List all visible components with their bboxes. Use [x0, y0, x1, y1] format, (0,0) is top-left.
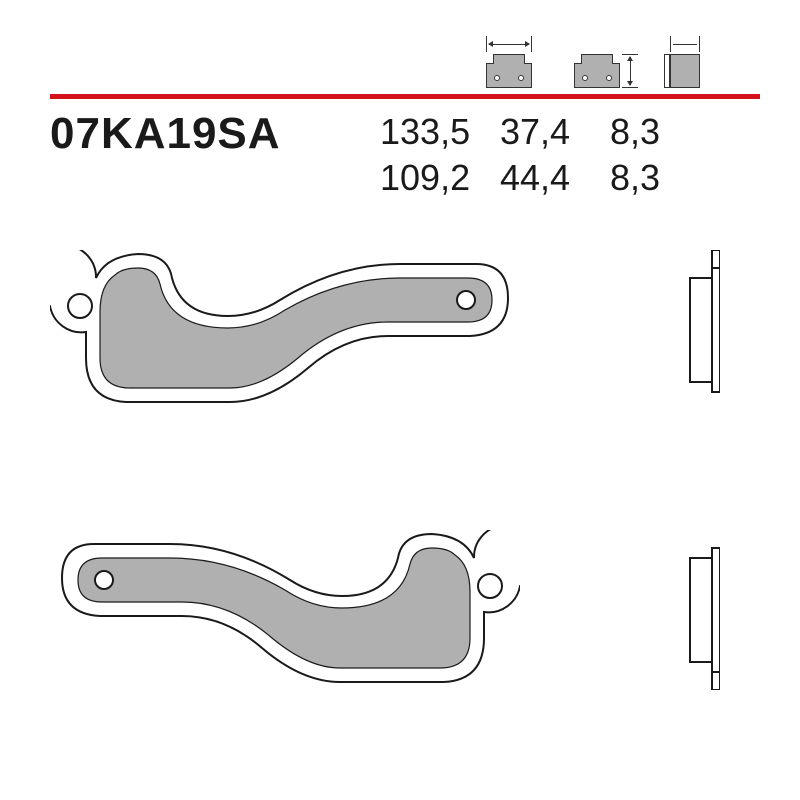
brake-pad-bottom-row	[40, 490, 760, 750]
legend-height-icon	[562, 20, 632, 90]
dimensions-table: 133,5 37,4 8,3 109,2 44,4 8,3	[380, 109, 690, 199]
pad1-width: 133,5	[380, 111, 500, 153]
pad1-height: 37,4	[500, 111, 610, 153]
legend-thickness-icon	[650, 20, 720, 90]
brake-pad-top-front	[50, 250, 520, 410]
pad2-width: 109,2	[380, 157, 500, 199]
pad2-height: 44,4	[500, 157, 610, 199]
brake-pad-bottom-front	[50, 530, 520, 690]
brake-pad-top-row	[40, 230, 760, 490]
pad1-thickness: 8,3	[610, 111, 690, 153]
part-number: 07KA19SA	[50, 109, 380, 159]
divider-line	[50, 94, 760, 99]
dimension-legend	[50, 20, 760, 90]
brake-pad-bottom-side	[664, 530, 720, 690]
pad2-thickness: 8,3	[610, 157, 690, 199]
brake-pad-top-side	[664, 250, 720, 410]
legend-width-icon	[474, 20, 544, 90]
